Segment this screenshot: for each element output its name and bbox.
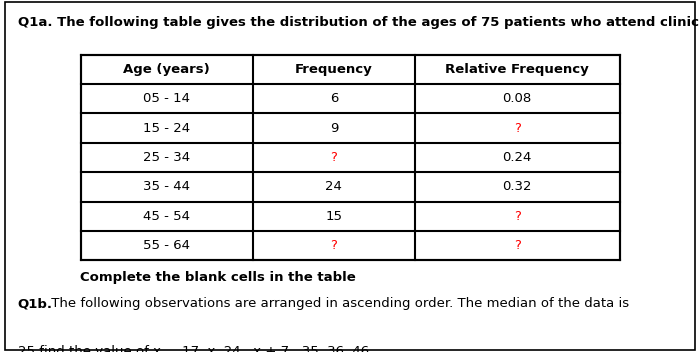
Text: 0.24: 0.24	[503, 151, 532, 164]
Text: 9: 9	[330, 121, 338, 134]
Text: 15: 15	[326, 210, 342, 223]
Text: ?: ?	[514, 121, 521, 134]
Text: 24: 24	[326, 181, 342, 194]
Text: Complete the blank cells in the table: Complete the blank cells in the table	[80, 271, 356, 284]
Text: 55 - 64: 55 - 64	[144, 239, 190, 252]
Text: 25 - 34: 25 - 34	[144, 151, 190, 164]
Text: 35 - 44: 35 - 44	[144, 181, 190, 194]
Text: The following observations are arranged in ascending order. The median of the da: The following observations are arranged …	[47, 297, 629, 310]
Text: 15 - 24: 15 - 24	[144, 121, 190, 134]
Text: Age (years): Age (years)	[123, 63, 210, 76]
Text: Q1b.: Q1b.	[18, 297, 52, 310]
Text: 6: 6	[330, 92, 338, 105]
Text: ?: ?	[514, 239, 521, 252]
Text: 0.08: 0.08	[503, 92, 532, 105]
Text: ?: ?	[330, 239, 337, 252]
Text: Frequency: Frequency	[295, 63, 372, 76]
Text: 45 - 54: 45 - 54	[144, 210, 190, 223]
Text: 05 - 14: 05 - 14	[144, 92, 190, 105]
Text: Q1a. The following table gives the distribution of the ages of 75 patients who a: Q1a. The following table gives the distr…	[18, 16, 700, 29]
Text: 0.32: 0.32	[503, 181, 532, 194]
Text: 25 find the value of x.    17, x, 24,  x + 7,  35, 36, 46: 25 find the value of x. 17, x, 24, x + 7…	[18, 345, 369, 352]
Text: Relative Frequency: Relative Frequency	[445, 63, 589, 76]
Bar	[80, 55, 620, 260]
Text: ?: ?	[330, 151, 337, 164]
Text: ?: ?	[514, 210, 521, 223]
